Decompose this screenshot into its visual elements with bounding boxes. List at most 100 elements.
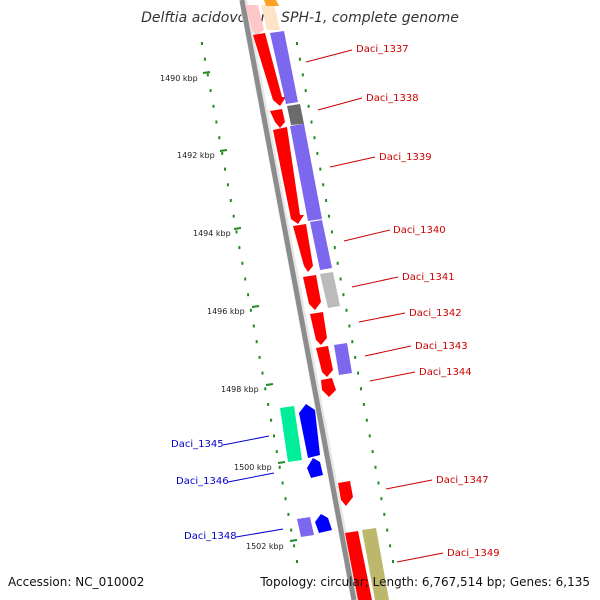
scale-dot-left — [203, 57, 206, 61]
gene-label-1339[interactable]: Daci_1339 — [379, 152, 432, 163]
scale-dot-left — [296, 560, 298, 563]
gene-label-1345[interactable]: Daci_1345 — [171, 439, 224, 450]
scale-dot-left — [238, 246, 241, 250]
scale-dot-left — [218, 136, 221, 140]
scale-label-1490: 1490 kbp — [160, 74, 198, 83]
genome-summary-text: Topology: circular; Length: 6,767,514 bp… — [259, 575, 590, 589]
gene-label-1338[interactable]: Daci_1338 — [366, 93, 419, 104]
callout-line-1337 — [305, 49, 353, 63]
scale-dot-left — [221, 151, 224, 155]
gene-arrow-1343[interactable] — [316, 346, 333, 377]
gene-arrow-1347[interactable] — [338, 481, 353, 506]
gene-label-1340[interactable]: Daci_1340 — [393, 225, 446, 236]
protein-bar-1343[interactable] — [334, 343, 352, 375]
scale-dot-right — [339, 277, 342, 281]
gene-arrow-1339[interactable] — [273, 127, 304, 224]
gene-arrow-1337[interactable] — [253, 33, 286, 106]
scale-dot-right — [296, 42, 298, 45]
scale-dot-right — [307, 104, 310, 108]
callout-line-1338 — [317, 97, 363, 111]
gene-label-1337[interactable]: Daci_1337 — [356, 44, 409, 55]
map-title: Delftia acidovorans SPH-1, complete geno… — [141, 10, 459, 26]
scale-dot-right — [362, 403, 365, 406]
scale-dot-left — [244, 277, 247, 281]
scale-dot-right — [386, 528, 389, 532]
pseudo-bar-1341[interactable] — [320, 272, 340, 308]
protein-bar-1348[interactable] — [297, 517, 314, 537]
gene-arrow-1344[interactable] — [321, 378, 336, 397]
accession-text: Accession: NC_010002 — [8, 575, 144, 589]
scale-dot-right — [392, 560, 394, 563]
scale-dot-left — [255, 340, 258, 344]
scale-dot-left — [273, 434, 275, 438]
callout-line-1344 — [369, 371, 416, 382]
callout-line-1345 — [222, 435, 270, 446]
scale-dot-left — [247, 293, 250, 297]
gene-label-1346[interactable]: Daci_1346 — [176, 476, 229, 487]
gene-arrow-1345[interactable] — [299, 404, 320, 458]
scale-dot-right — [316, 151, 319, 155]
callout-line-1343 — [364, 345, 412, 357]
scale-dot-left — [252, 324, 255, 328]
feature-orange-top — [264, 0, 279, 6]
scale-dot-right — [354, 355, 357, 359]
scale-dot-right — [298, 57, 301, 61]
scale-major-tick — [277, 461, 286, 464]
protein-bar-1337[interactable] — [270, 31, 298, 104]
gene-label-1342[interactable]: Daci_1342 — [409, 308, 462, 319]
scale-dot-right — [301, 73, 304, 77]
scale-dot-right — [380, 497, 383, 501]
gene-label-1347[interactable]: Daci_1347 — [436, 475, 489, 486]
scale-dot-right — [348, 324, 351, 328]
scale-dot-right — [319, 167, 322, 171]
scale-major-tick — [289, 539, 298, 542]
scale-dot-left — [232, 214, 235, 218]
gene-label-1348[interactable]: Daci_1348 — [184, 531, 237, 542]
scale-dot-left — [241, 261, 244, 265]
scale-dot-left — [224, 167, 226, 171]
scale-dot-right — [333, 246, 336, 250]
gene-arrow-1340[interactable] — [293, 224, 313, 272]
gene-arrow-1349[interactable] — [345, 531, 372, 600]
gene-arrow-1346[interactable] — [307, 458, 323, 478]
scale-dot-left — [290, 528, 293, 532]
scale-dot-right — [351, 340, 354, 344]
scale-dot-right — [325, 199, 328, 202]
gene-arrow-1341[interactable] — [303, 275, 321, 310]
gene-arrow-1348[interactable] — [315, 514, 332, 533]
protein-bar-1340[interactable] — [310, 220, 332, 270]
feature-gray-1338[interactable] — [287, 104, 304, 125]
gene-arrow-1338[interactable] — [270, 109, 285, 128]
scale-dot-right — [345, 308, 348, 312]
protein-bar-1345[interactable] — [280, 406, 302, 462]
protein-faded-top — [261, 5, 280, 30]
scale-dot-right — [330, 230, 333, 234]
protein-bar-1339[interactable] — [290, 124, 322, 221]
scale-dot-left — [201, 42, 203, 45]
scale-label-1496: 1496 kbp — [207, 307, 245, 316]
gene-label-1344[interactable]: Daci_1344 — [419, 367, 472, 378]
gene-label-1343[interactable]: Daci_1343 — [415, 341, 468, 352]
scale-dot-right — [336, 261, 339, 265]
scale-dot-left — [212, 104, 215, 108]
scale-dot-left — [281, 481, 284, 485]
gene-label-1349[interactable]: Daci_1349 — [447, 548, 500, 559]
scale-dot-left — [249, 308, 252, 312]
scale-dot-left — [278, 465, 281, 469]
scale-dot-left — [275, 450, 278, 454]
scale-major-tick — [202, 71, 211, 74]
scale-dot-left — [215, 120, 218, 124]
scale-major-tick — [265, 383, 274, 386]
scale-dot-right — [374, 465, 377, 469]
gene-arrow-1342[interactable] — [310, 312, 327, 345]
feature-khaki-1349[interactable] — [362, 528, 389, 600]
scale-dot-left — [258, 355, 261, 359]
scale-label-1494: 1494 kbp — [193, 229, 231, 238]
scale-dot-left — [264, 387, 267, 391]
scale-dot-left — [206, 73, 209, 77]
scale-dot-right — [357, 371, 360, 375]
gene-label-1341[interactable]: Daci_1341 — [402, 272, 455, 283]
scale-label-1498: 1498 kbp — [221, 385, 259, 394]
scale-dot-left — [293, 544, 296, 548]
callout-line-1340 — [343, 229, 391, 242]
